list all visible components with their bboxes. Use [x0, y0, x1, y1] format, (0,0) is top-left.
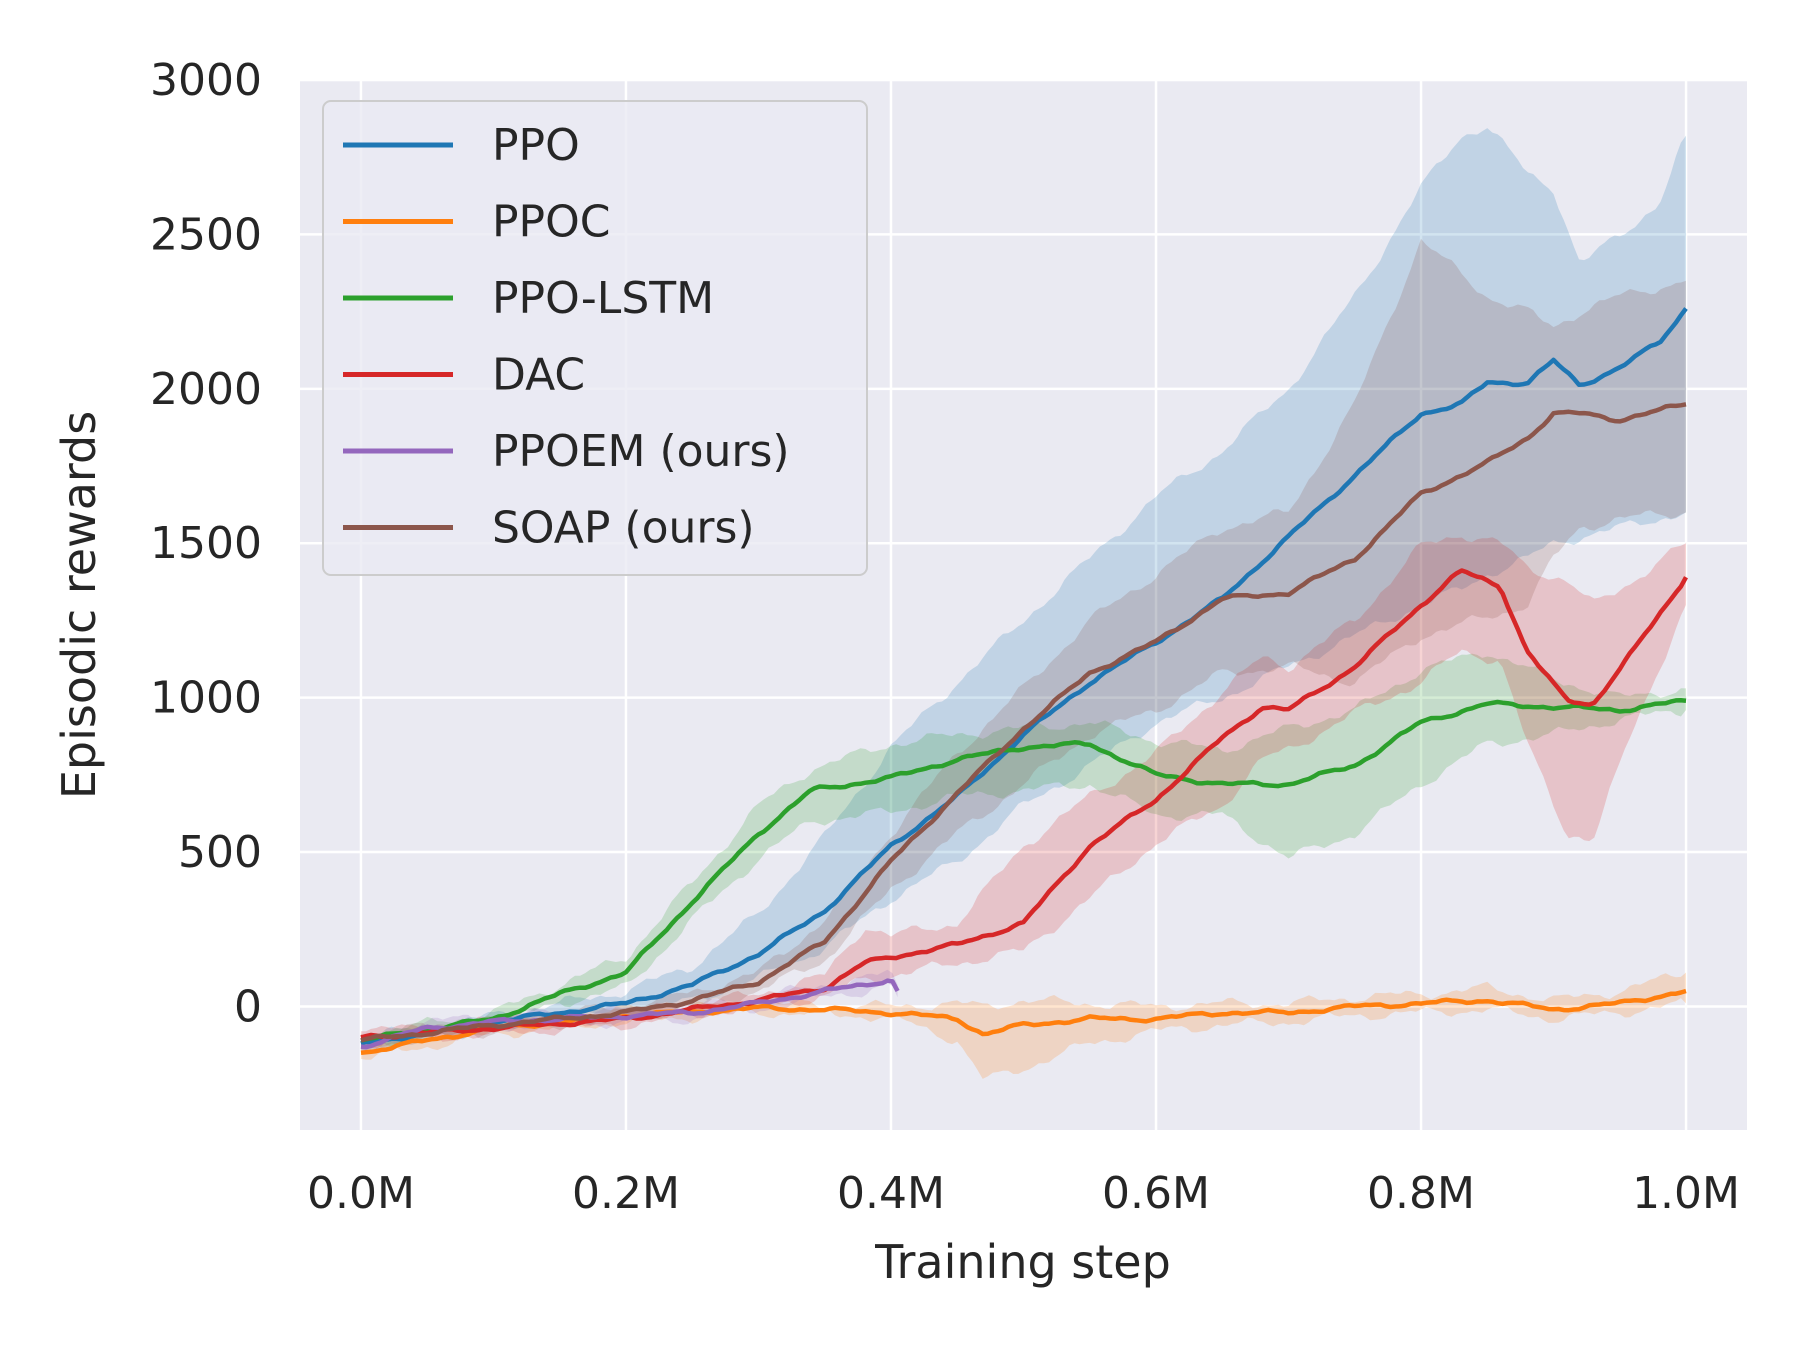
x-tick-label: 0.4M: [837, 1168, 945, 1219]
x-axis-label: Training step: [874, 1235, 1171, 1289]
legend-label-ppo-lstm: PPO-LSTM: [492, 273, 714, 324]
legend-label-soap-ours: SOAP (ours): [492, 503, 755, 554]
series-lines: [360, 307, 1688, 1056]
x-tick-label: 0.8M: [1367, 1168, 1475, 1219]
y-tick-label: 500: [178, 827, 262, 878]
band-ppoc: [361, 972, 1686, 1079]
legend-label-ppoem-ours: PPOEM (ours): [492, 426, 790, 477]
y-axis-label: Episodic rewards: [52, 411, 106, 799]
line-dac: [360, 568, 1688, 1040]
legend-label-ppo: PPO: [492, 120, 580, 171]
y-tick-label: 2500: [150, 209, 262, 260]
x-tick-label: 1.0M: [1632, 1168, 1740, 1219]
legend-frame: [322, 100, 868, 576]
x-tick-label: 0.0M: [307, 1168, 415, 1219]
line-soap-ours: [360, 402, 1687, 1043]
x-tick-label: 0.6M: [1102, 1168, 1210, 1219]
band-ppo: [361, 128, 1686, 1052]
y-tick-labels: 0 500 1000 1500 2000 2500 3000: [150, 55, 262, 1032]
line-ppo-lstm: [360, 697, 1687, 1043]
y-tick-label: 1500: [150, 518, 262, 569]
y-tick-label: 3000: [150, 55, 262, 106]
legend-label-ppoc: PPOC: [492, 197, 610, 248]
legend: PPO PPOC PPO-LSTM DAC PPOEM (ours) SOAP (ours…: [322, 100, 868, 576]
band-ppo-lstm: [361, 653, 1686, 1047]
grid: [300, 78, 1747, 1130]
x-tick-labels: 0.0M 0.2M 0.4M 0.6M 0.8M 1.0M: [307, 1168, 1740, 1219]
legend-label-dac: DAC: [492, 350, 585, 401]
y-tick-label: 1000: [150, 673, 262, 724]
y-tick-label: 0: [234, 981, 262, 1032]
line-ppo: [360, 307, 1688, 1046]
x-tick-label: 0.2M: [572, 1168, 680, 1219]
band-soap-ours: [361, 238, 1686, 1047]
y-tick-label: 2000: [150, 364, 262, 415]
